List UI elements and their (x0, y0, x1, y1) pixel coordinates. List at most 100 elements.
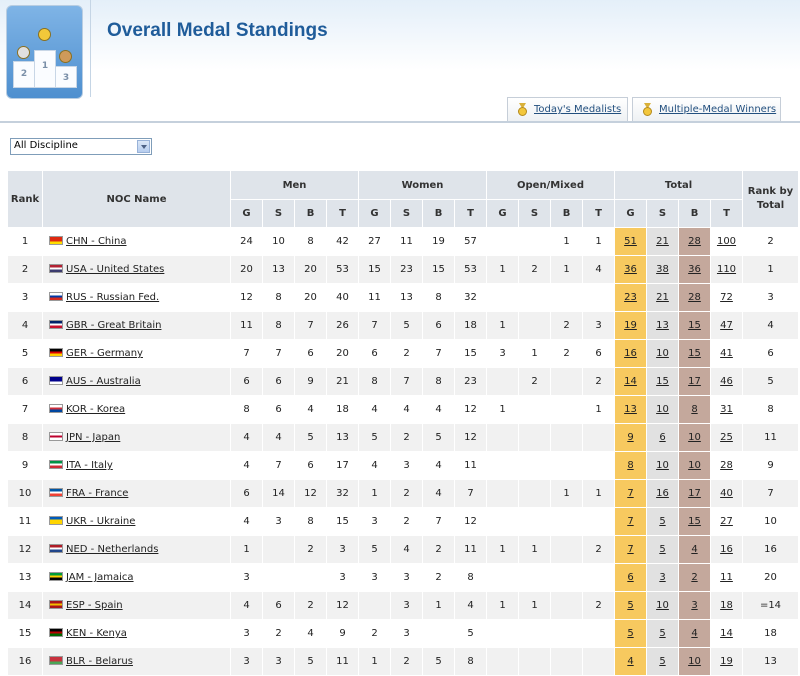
total-count-link[interactable]: 5 (659, 544, 666, 555)
noc-link[interactable]: JPN - Japan (66, 432, 121, 443)
noc-link[interactable]: FRA - France (66, 488, 129, 499)
noc-link[interactable]: NED - Netherlands (66, 544, 159, 555)
total-count-link[interactable]: 23 (624, 292, 637, 303)
women-total-cell: 23 (454, 367, 487, 396)
total-count-link[interactable]: 14 (720, 628, 733, 639)
noc-link[interactable]: CHN - China (66, 236, 127, 247)
total-count-link[interactable]: 6 (627, 572, 634, 583)
total-count-link[interactable]: 18 (720, 600, 733, 611)
total-count-link[interactable]: 72 (720, 292, 733, 303)
total-count-link[interactable]: 5 (627, 600, 634, 611)
total-count-link[interactable]: 41 (720, 348, 733, 359)
total-count-link[interactable]: 3 (691, 600, 698, 611)
total-count-link[interactable]: 5 (659, 628, 666, 639)
total-count-link[interactable]: 4 (627, 656, 634, 667)
total-count-link[interactable]: 27 (720, 516, 733, 527)
total-count-link[interactable]: 9 (627, 432, 634, 443)
total-count-link[interactable]: 13 (624, 404, 637, 415)
mixed-bronze-cell: 2 (550, 339, 583, 368)
total-count-link[interactable]: 31 (720, 404, 733, 415)
total-count-link[interactable]: 15 (688, 348, 701, 359)
total-count-link[interactable]: 28 (720, 460, 733, 471)
total-count-link[interactable]: 15 (688, 320, 701, 331)
total-count-link[interactable]: 46 (720, 376, 733, 387)
total-count-link[interactable]: 10 (656, 460, 669, 471)
total-count-link[interactable]: 51 (624, 236, 637, 247)
discipline-select-value: All Discipline (14, 140, 78, 151)
total-count-link[interactable]: 100 (716, 236, 737, 247)
total-count-link[interactable]: 17 (688, 376, 701, 387)
rank-cell: 12 (7, 535, 43, 564)
men-total-cell: 42 (326, 227, 359, 256)
discipline-select[interactable]: All Discipline (10, 138, 152, 155)
noc-link[interactable]: RUS - Russian Fed. (66, 292, 160, 303)
total-count-link[interactable]: 2 (691, 572, 698, 583)
total-count-link[interactable]: 10 (688, 656, 701, 667)
noc-link[interactable]: KOR - Korea (66, 404, 126, 415)
total-count-link[interactable]: 4 (691, 544, 698, 555)
total-count-link[interactable]: 13 (656, 320, 669, 331)
rank-by-total-cell: 5 (742, 367, 799, 396)
men-total-cell: 9 (326, 619, 359, 648)
total-count-link[interactable]: 4 (691, 628, 698, 639)
total-count-link[interactable]: 19 (624, 320, 637, 331)
noc-link[interactable]: USA - United States (66, 264, 165, 275)
total-count-link[interactable]: 8 (627, 460, 634, 471)
col-mixed-b-header: B (550, 199, 583, 228)
women-silver-cell: 11 (390, 227, 423, 256)
total-count-link[interactable]: 8 (691, 404, 698, 415)
total-count-link[interactable]: 16 (656, 488, 669, 499)
total-count-link[interactable]: 15 (688, 516, 701, 527)
noc-link[interactable]: GER - Germany (66, 348, 143, 359)
total-count-link[interactable]: 5 (659, 656, 666, 667)
men-total-cell: 26 (326, 311, 359, 340)
total-count-link[interactable]: 21 (656, 292, 669, 303)
rank-cell: 9 (7, 451, 43, 480)
tab-multiple-medal-winners[interactable]: Multiple-Medal Winners (632, 97, 781, 121)
total-count-link[interactable]: 14 (624, 376, 637, 387)
noc-link[interactable]: UKR - Ukraine (66, 516, 136, 527)
total-count-link[interactable]: 19 (720, 656, 733, 667)
total-count-link[interactable]: 36 (624, 264, 637, 275)
chevron-down-icon[interactable] (137, 140, 150, 153)
total-count-link[interactable]: 25 (720, 432, 733, 443)
total-count-link[interactable]: 10 (656, 600, 669, 611)
total-count-link[interactable]: 38 (656, 264, 669, 275)
total-count-link[interactable]: 36 (688, 264, 701, 275)
total-count-link[interactable]: 16 (720, 544, 733, 555)
total-count-link[interactable]: 40 (720, 488, 733, 499)
noc-link[interactable]: GBR - Great Britain (66, 320, 162, 331)
total-count-link[interactable]: 11 (720, 572, 733, 583)
noc-link[interactable]: KEN - Kenya (66, 628, 127, 639)
total-count-link[interactable]: 10 (688, 432, 701, 443)
men-silver-cell: 8 (262, 311, 295, 340)
women-gold-cell: 4 (358, 451, 391, 480)
total-count-link[interactable]: 7 (627, 516, 634, 527)
total-count-link[interactable]: 7 (627, 544, 634, 555)
total-count-link[interactable]: 6 (659, 432, 666, 443)
total-count-link[interactable]: 10 (656, 348, 669, 359)
total-count-link[interactable]: 21 (656, 236, 669, 247)
total-count-link[interactable]: 15 (656, 376, 669, 387)
noc-link[interactable]: ITA - Italy (66, 460, 113, 471)
total-count-link[interactable]: 110 (716, 264, 737, 275)
total-count-link[interactable]: 10 (656, 404, 669, 415)
total-count-link[interactable]: 17 (688, 488, 701, 499)
total-count-link[interactable]: 16 (624, 348, 637, 359)
noc-link[interactable]: BLR - Belarus (66, 656, 133, 667)
total-count-link[interactable]: 47 (720, 320, 733, 331)
total-count-link[interactable]: 10 (688, 460, 701, 471)
total-count-link[interactable]: 28 (688, 292, 701, 303)
noc-link[interactable]: AUS - Australia (66, 376, 141, 387)
podium-third: 3 (55, 66, 77, 88)
total-count-link[interactable]: 5 (659, 516, 666, 527)
total-count-link[interactable]: 3 (659, 572, 666, 583)
women-bronze-cell: 4 (422, 451, 455, 480)
mixed-gold-cell: 1 (486, 255, 519, 284)
total-count-link[interactable]: 7 (627, 488, 634, 499)
tab-todays-medalists[interactable]: Today's Medalists (507, 97, 628, 121)
noc-link[interactable]: ESP - Spain (66, 600, 123, 611)
total-count-link[interactable]: 28 (688, 236, 701, 247)
total-count-link[interactable]: 5 (627, 628, 634, 639)
noc-link[interactable]: JAM - Jamaica (66, 572, 134, 583)
